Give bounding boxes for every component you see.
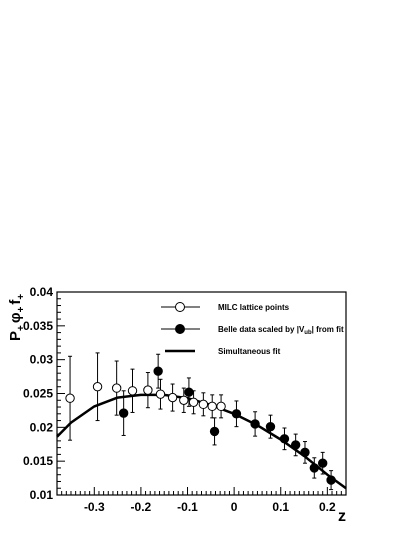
points-layer [65, 352, 336, 491]
belle-data-point [231, 409, 242, 419]
legend-belle-label-main: Belle data scaled by |V [218, 325, 305, 334]
plot-frame [56, 291, 347, 496]
belle-data-point [300, 447, 310, 458]
y-axis-title-f-sub: + [16, 294, 27, 300]
x-tick-label: 0 [231, 500, 238, 514]
milc-data-point [207, 401, 217, 412]
x-axis-title: z [338, 508, 346, 525]
y-axis-title-p-sub: + [16, 325, 27, 331]
legend-belle-label-end: | from fit [312, 325, 344, 334]
y-tick-label: 0.025 [23, 387, 53, 401]
x-tick-label: 0.1 [272, 500, 289, 514]
x-tick-label: -0.2 [131, 500, 152, 514]
milc-data-point [167, 392, 178, 403]
milc-data-point [155, 389, 166, 399]
x-axis: -0.3 -0.2 -0.1 0 0.1 0.2 [56, 487, 347, 514]
y-tick-label: 0.02 [30, 420, 54, 434]
y-axis-title-p: P [7, 331, 24, 341]
x-tick-label: 0.2 [319, 500, 336, 514]
fit-curve [56, 393, 347, 490]
y-tick-label: 0.04 [30, 285, 54, 299]
y-axis-title-phi: φ [7, 312, 24, 323]
legend-entry-milc: MILC lattice points [161, 302, 290, 312]
belle-data-point [118, 408, 129, 418]
milc-data-point [111, 383, 122, 393]
y-tick-label: 0.03 [30, 353, 54, 367]
belle-data-point [265, 421, 276, 432]
milc-data-point [216, 401, 226, 412]
y-tick-label: 0.01 [30, 488, 54, 502]
x-tick-label: -0.3 [84, 500, 105, 514]
belle-data-point [279, 434, 290, 444]
x-tick-label: -0.1 [177, 500, 198, 514]
y-tick-label: 0.035 [23, 319, 53, 333]
milc-data-point [179, 395, 189, 405]
belle-data-point [317, 458, 328, 468]
milc-data-point [198, 399, 209, 410]
belle-data-point [290, 440, 301, 450]
legend-open-circle-marker [175, 302, 185, 312]
milc-data-point [188, 397, 199, 407]
belle-data-point [309, 463, 320, 473]
y-axis-title-phi-sub: + [16, 306, 27, 312]
legend-belle-label: Belle data scaled by |Vub| from fit [218, 325, 344, 336]
fit-layer [56, 393, 347, 490]
milc-data-point [92, 382, 103, 392]
belle-data-point [153, 366, 163, 376]
belle-data-point [184, 387, 194, 397]
milc-data-point [127, 386, 138, 396]
milc-data-point [65, 393, 75, 403]
legend-fit-label: Simultaneous fit [218, 347, 281, 356]
belle-data-point [209, 426, 220, 437]
milc-data-point [143, 385, 153, 395]
y-tick-label: 0.015 [23, 454, 53, 468]
y-axis-title: P+φ+f+ [7, 294, 27, 341]
belle-data-point [250, 419, 260, 429]
legend-milc-label: MILC lattice points [218, 303, 290, 312]
legend-entry-belle: Belle data scaled by |Vub| from fit [161, 324, 344, 336]
legend-filled-circle-marker [175, 324, 185, 334]
legend-entry-fit: Simultaneous fit [165, 347, 281, 356]
legend: MILC lattice points Belle data scaled by… [161, 302, 344, 356]
belle-data-point [326, 475, 336, 485]
legend-belle-label-sub: ub [304, 330, 312, 336]
y-axis-title-f: f [7, 299, 24, 305]
y-axis: 0.01 0.015 0.02 0.025 0.03 0.035 0.04 [23, 285, 65, 502]
